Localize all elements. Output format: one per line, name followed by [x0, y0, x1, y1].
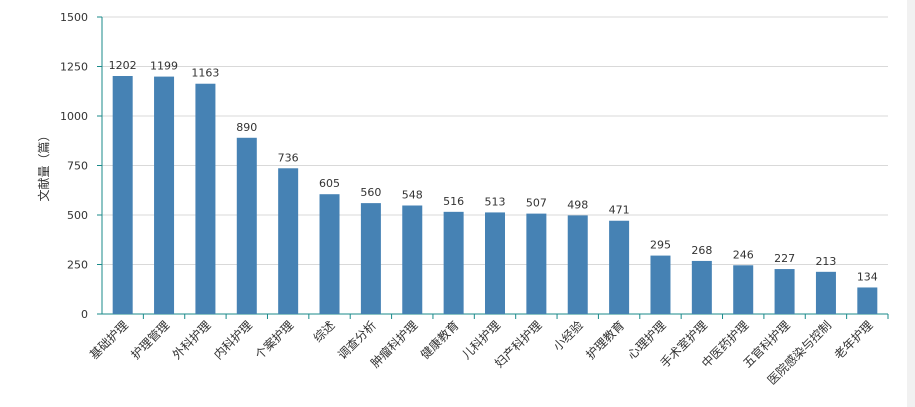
y-tick-label: 750 [67, 160, 88, 173]
x-tick-label: 小经验 [550, 318, 586, 354]
y-tick-label: 1000 [60, 110, 88, 123]
data-label: 295 [650, 239, 671, 252]
data-label: 1199 [150, 60, 178, 73]
bar [567, 215, 588, 314]
data-label: 890 [236, 121, 257, 134]
x-tick-label: 综述 [311, 318, 338, 345]
data-label: 605 [319, 177, 340, 190]
x-tick-label: 个案护理 [252, 318, 297, 363]
y-tick-label: 0 [81, 308, 88, 321]
y-axis-title: 文献量（篇） [36, 129, 51, 201]
y-tick-label: 250 [67, 259, 88, 272]
x-tick-label: 老年护理 [832, 318, 876, 362]
x-tick-label: 内科护理 [211, 318, 255, 362]
scrollbar-track [907, 0, 915, 407]
data-label: 1202 [109, 59, 137, 72]
data-label: 134 [857, 270, 878, 283]
bar [609, 220, 630, 314]
bar [402, 205, 423, 314]
data-label: 1163 [191, 67, 219, 80]
data-label: 268 [691, 244, 712, 257]
data-label: 213 [815, 255, 836, 268]
x-tick-label: 基础护理 [87, 318, 131, 362]
bar [195, 83, 216, 314]
bar [526, 213, 547, 314]
data-label: 246 [733, 248, 754, 261]
bar [774, 269, 795, 314]
x-tick-label: 护理教育 [583, 318, 628, 363]
data-label: 548 [402, 188, 423, 201]
bar [650, 255, 671, 314]
x-tick-label: 外科护理 [170, 318, 214, 362]
y-tick-label: 500 [67, 209, 88, 222]
x-tick-label: 护理管理 [128, 318, 173, 363]
data-label: 736 [278, 151, 299, 164]
bar [733, 265, 754, 314]
y-tick-label: 1250 [60, 61, 88, 74]
data-label: 507 [526, 197, 547, 210]
y-tick-label: 1500 [60, 11, 88, 24]
bar [360, 203, 381, 314]
bar [112, 76, 133, 314]
bar [485, 212, 505, 314]
data-label: 516 [443, 195, 464, 208]
data-label: 560 [360, 186, 381, 199]
bar [154, 76, 175, 315]
data-label: 498 [567, 198, 588, 211]
data-label: 227 [774, 252, 795, 265]
data-label: 471 [609, 204, 630, 217]
bar [815, 271, 836, 314]
bar [857, 287, 878, 314]
data-label: 513 [485, 195, 506, 208]
bar [278, 168, 299, 314]
bar [319, 194, 340, 314]
bar [443, 211, 464, 314]
bar [691, 260, 712, 314]
x-tick-label: 健康教育 [417, 318, 462, 363]
bar [236, 137, 257, 314]
